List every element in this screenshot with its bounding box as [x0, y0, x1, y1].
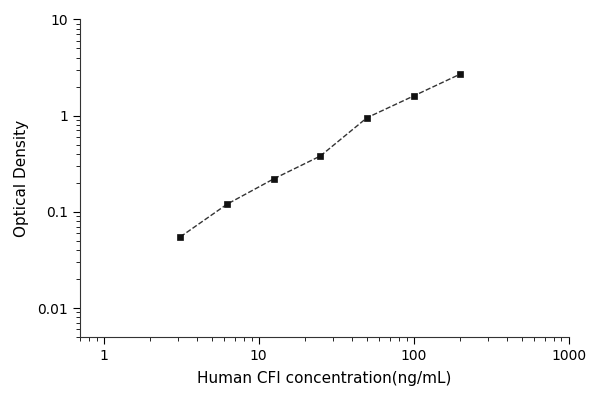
Y-axis label: Optical Density: Optical Density	[14, 120, 29, 237]
X-axis label: Human CFI concentration(ng/mL): Human CFI concentration(ng/mL)	[197, 371, 451, 386]
